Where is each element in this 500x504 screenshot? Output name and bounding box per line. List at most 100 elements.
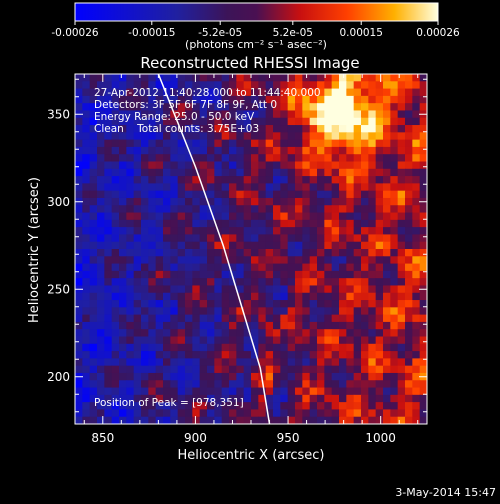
heatmap-cell <box>126 300 135 308</box>
heatmap-cell <box>126 351 135 359</box>
heatmap-cell <box>346 88 355 97</box>
heatmap-cell <box>177 263 186 272</box>
heatmap-cell <box>111 380 120 389</box>
heatmap-cell <box>236 365 245 374</box>
heatmap-cell <box>192 409 201 418</box>
heatmap-cell <box>236 212 245 221</box>
heatmap-cell <box>133 132 142 141</box>
heatmap-cell <box>390 88 399 97</box>
heatmap-cell <box>251 321 259 330</box>
heatmap-cell <box>148 205 157 214</box>
heatmap-cell <box>111 110 120 119</box>
heatmap-cell <box>170 402 179 411</box>
heatmap-cell <box>383 227 391 236</box>
heatmap-cell <box>75 176 83 184</box>
heatmap-cell <box>214 292 223 301</box>
heatmap-cell <box>280 351 289 359</box>
heatmap-cell <box>258 402 267 411</box>
heatmap-cell <box>265 365 274 374</box>
heatmap-cell <box>155 176 164 184</box>
heatmap-cell <box>302 168 311 177</box>
heatmap-cell <box>214 234 223 243</box>
heatmap-cell <box>199 190 208 199</box>
heatmap-cell <box>346 168 355 177</box>
heatmap-cell <box>111 300 120 308</box>
heatmap-cell <box>119 234 127 243</box>
heatmap-cell <box>383 351 391 359</box>
heatmap-cell <box>390 154 399 163</box>
heatmap-cell <box>111 117 120 126</box>
heatmap-cell <box>126 314 135 323</box>
heatmap-cell <box>155 125 164 133</box>
heatmap-cell <box>214 285 223 294</box>
heatmap-cell <box>287 394 296 403</box>
heatmap-cell <box>207 285 215 294</box>
heatmap-cell <box>331 190 340 199</box>
heatmap-cell <box>287 358 296 367</box>
heatmap-cell <box>353 212 362 221</box>
heatmap-cell <box>375 132 384 141</box>
heatmap-cell <box>170 146 179 155</box>
heatmap-cell <box>280 387 289 396</box>
heatmap-cell <box>170 168 179 177</box>
heatmap-cell <box>148 197 157 206</box>
heatmap-cell <box>214 154 223 163</box>
heatmap-cell <box>317 249 325 257</box>
heatmap-cell <box>317 88 325 97</box>
heatmap-cell <box>412 139 421 148</box>
heatmap-cell <box>273 416 281 424</box>
heatmap-cell <box>243 81 252 90</box>
heatmap-cell <box>111 168 120 177</box>
heatmap-cell <box>214 168 223 177</box>
heatmap-cell <box>361 300 369 308</box>
heatmap-cell <box>309 263 318 272</box>
heatmap-cell <box>273 95 281 104</box>
heatmap-cell <box>185 234 193 243</box>
heatmap-cell <box>141 197 149 206</box>
heatmap-cell <box>309 154 318 163</box>
heatmap-cell <box>133 154 142 163</box>
heatmap-cell <box>163 256 171 265</box>
heatmap-cell <box>133 336 142 345</box>
heatmap-cell <box>185 387 193 396</box>
heatmap-cell <box>309 161 318 170</box>
heatmap-cell <box>280 380 289 389</box>
heatmap-cell <box>229 402 237 411</box>
heatmap-cell <box>265 95 274 104</box>
heatmap-cell <box>89 161 98 170</box>
heatmap-cell <box>397 241 406 250</box>
heatmap-cell <box>383 343 391 352</box>
heatmap-cell <box>192 249 201 257</box>
heatmap-cell <box>331 321 340 330</box>
heatmap-cell <box>265 241 274 250</box>
heatmap-cell <box>251 176 259 184</box>
heatmap-cell <box>273 402 281 411</box>
heatmap-cell <box>243 307 252 316</box>
heatmap-cell <box>199 321 208 330</box>
heatmap-cell <box>280 212 289 221</box>
heatmap-cell <box>243 285 252 294</box>
heatmap-cell <box>221 161 230 170</box>
heatmap-cell <box>229 329 237 338</box>
heatmap-cell <box>353 176 362 184</box>
heatmap-cell <box>339 336 347 345</box>
heatmap-cell <box>339 146 347 155</box>
heatmap-cell <box>221 146 230 155</box>
heatmap-cell <box>148 183 157 192</box>
colorbar-units: (photons cm⁻² s⁻¹ asec⁻²) <box>185 38 327 51</box>
heatmap-cell <box>229 372 237 381</box>
heatmap-cell <box>75 190 83 199</box>
heatmap-cell <box>148 88 157 97</box>
heatmap-cell <box>148 409 157 418</box>
heatmap-cell <box>214 387 223 396</box>
heatmap-cell <box>346 270 355 279</box>
heatmap-cell <box>317 343 325 352</box>
heatmap-cell <box>258 292 267 301</box>
heatmap-cell <box>324 321 333 330</box>
heatmap-cell <box>317 278 325 287</box>
heatmap-cell <box>82 263 91 272</box>
heatmap-cell <box>383 125 391 133</box>
heatmap-cell <box>353 358 362 367</box>
heatmap-cell <box>214 307 223 316</box>
heatmap-cell <box>390 234 399 243</box>
